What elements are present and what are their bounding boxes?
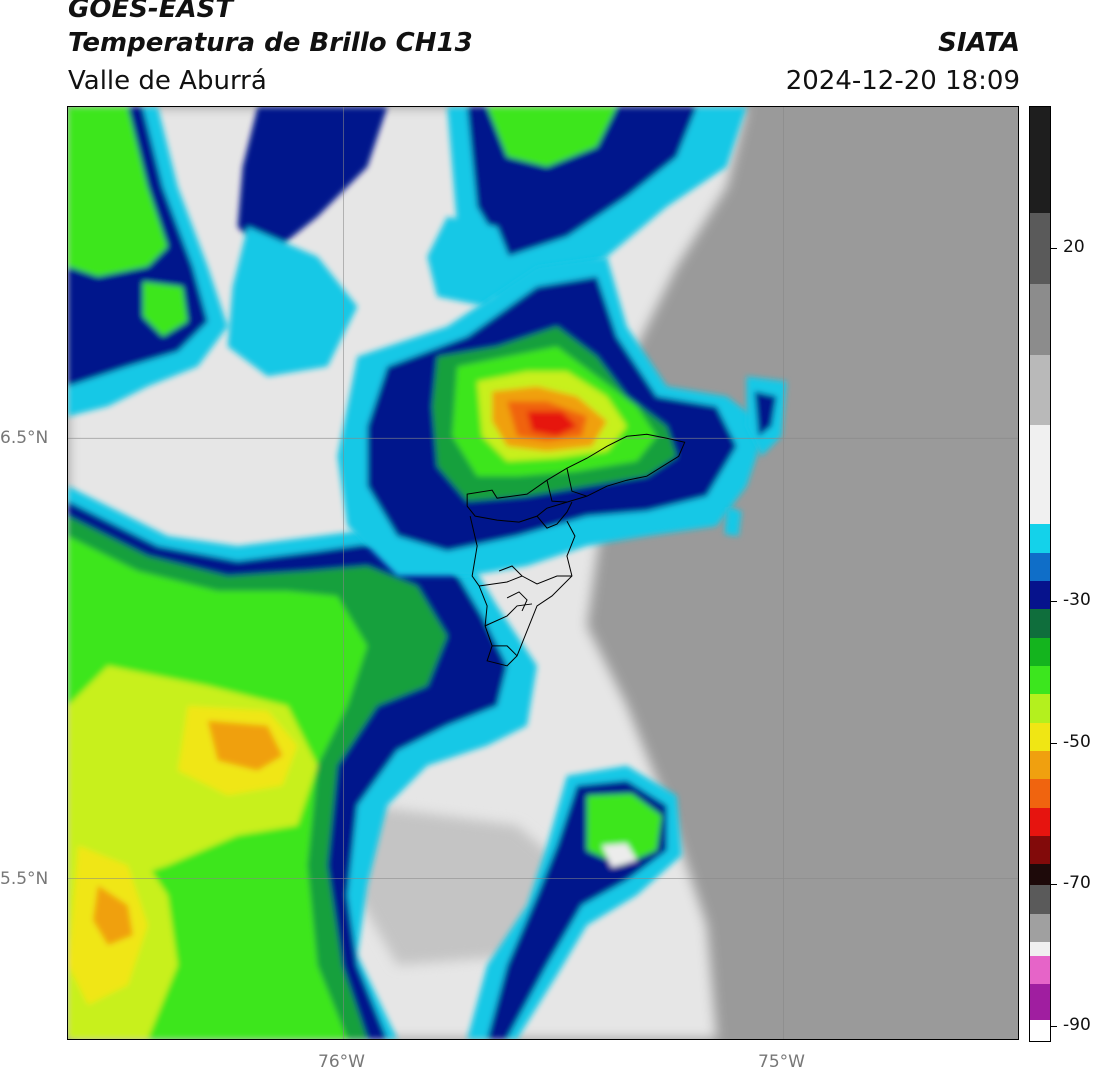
colorbar-segment	[1030, 665, 1050, 695]
colorbar-segment	[1030, 213, 1050, 285]
colorbar-segment	[1030, 107, 1050, 214]
lat-label-5.5: 5.5°N	[0, 869, 49, 889]
colorbar-segment	[1030, 524, 1050, 554]
southwest-cloud-system	[68, 486, 538, 1039]
southern-cloud-cell	[467, 765, 682, 1039]
lat-label-6.5: 6.5°N	[0, 428, 49, 448]
region-title: Valle de Aburrá	[68, 66, 267, 96]
colorbar-segment	[1030, 354, 1050, 426]
colorbar-segment	[1030, 722, 1050, 752]
colorbar-segment	[1030, 956, 1050, 985]
colorbar-segment	[1030, 581, 1050, 610]
lon-label-75: 75°W	[758, 1052, 805, 1072]
colorbar-tick-label: 20	[1063, 236, 1085, 257]
colorbar-tick	[1051, 1025, 1057, 1027]
colorbar-segment	[1030, 984, 1050, 1021]
colorbar-tick	[1051, 884, 1057, 886]
colorbar-segment	[1030, 637, 1050, 667]
colorbar-segment	[1030, 609, 1050, 639]
lon-label-76: 76°W	[318, 1052, 365, 1072]
colorbar-tick	[1051, 601, 1057, 603]
colorbar-segment	[1030, 885, 1050, 915]
colorbar-segment	[1030, 694, 1050, 724]
colorbar-segment	[1030, 779, 1050, 808]
colorbar-segment	[1030, 913, 1050, 943]
colorbar-segment	[1030, 283, 1050, 356]
colorbar-tick	[1051, 247, 1057, 249]
colorbar-segment	[1030, 807, 1050, 837]
colorbar-tick-label: -30	[1063, 590, 1091, 611]
eastern-scattered-clouds	[724, 376, 787, 537]
brightness-temperature-field	[68, 107, 1018, 1039]
colorbar-tick-label: -90	[1063, 1014, 1091, 1035]
colorbar-tick	[1051, 742, 1057, 744]
colorbar-segment	[1030, 941, 1050, 957]
satellite-title: GOES-EAST	[68, 0, 234, 24]
graticule	[68, 107, 1018, 1039]
municipal-boundaries	[466, 433, 686, 667]
satellite-map	[67, 106, 1019, 1040]
colorbar-segment	[1030, 552, 1050, 582]
colorbar-segment	[1030, 750, 1050, 780]
colorbar-segment	[1030, 425, 1050, 525]
colorbar-segment	[1030, 1019, 1050, 1041]
colorbar-tick-label: -50	[1063, 731, 1091, 752]
deep-convective-cell	[337, 256, 767, 576]
colorbar-tick-label: -70	[1063, 873, 1091, 894]
northwest-cloud-system	[68, 107, 388, 417]
colorbar-segment	[1030, 835, 1050, 865]
datetime-label: 2024-12-20 18:09	[785, 66, 1020, 96]
colorbar	[1029, 106, 1051, 1042]
product-title: Temperatura de Brillo CH13	[68, 28, 473, 58]
colorbar-segment	[1030, 864, 1050, 886]
north-central-clouds	[427, 107, 747, 307]
organization-title: SIATA	[938, 28, 1020, 58]
